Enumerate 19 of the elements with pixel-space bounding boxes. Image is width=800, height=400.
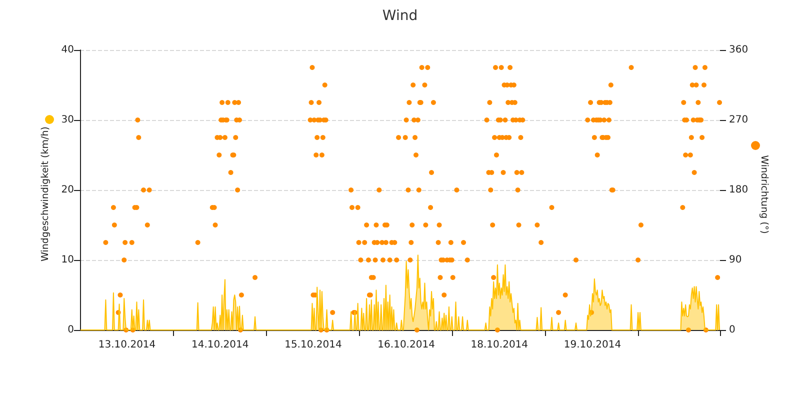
y-tick-label: 0 xyxy=(68,324,74,336)
y-tick-label: 30 xyxy=(61,114,74,126)
x-tick-label: 18.10.2014 xyxy=(470,340,528,350)
x-tick-label: 14.10.2014 xyxy=(191,340,249,350)
y2-axis-title: Windrichtung (°) xyxy=(758,155,770,234)
x-tick-label: 16.10.2014 xyxy=(378,340,435,350)
y-axis-title: Windgeschwindigkeit (km/h) xyxy=(40,126,51,262)
x-tick-label: 19.10.2014 xyxy=(564,340,622,350)
y-tick-label: 10 xyxy=(61,254,74,266)
x-tick-label: 15.10.2014 xyxy=(284,340,342,350)
chart-title: Wind xyxy=(382,8,418,24)
y2-tick-label: 270 xyxy=(729,114,748,126)
y-tick-label: 40 xyxy=(61,44,74,56)
y2-tick-label: 360 xyxy=(729,44,748,56)
y-tick-label: 20 xyxy=(61,184,74,196)
y2-tick-label: 180 xyxy=(729,184,748,196)
y2-tick-label: 90 xyxy=(729,254,742,266)
x-tick-label: 13.10.2014 xyxy=(98,340,156,350)
y2-tick-label: 0 xyxy=(729,324,736,336)
